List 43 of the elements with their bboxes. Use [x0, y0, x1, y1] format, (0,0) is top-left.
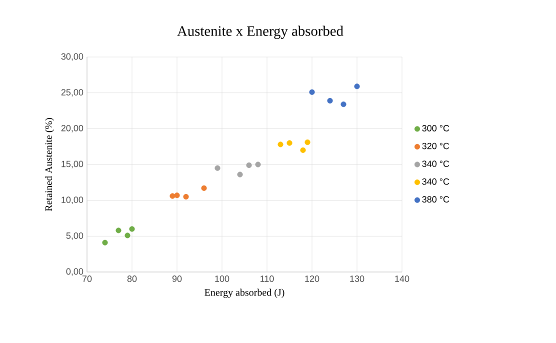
- point: [304, 139, 310, 146]
- point: [214, 165, 220, 171]
- point: [102, 240, 108, 246]
- legend-label: 380 °C: [422, 196, 450, 203]
- y-tick-label: 25,00: [61, 89, 84, 97]
- legend-label: 340 °C: [422, 160, 450, 167]
- y-tick-label: 30,00: [61, 53, 84, 61]
- point: [124, 232, 130, 238]
- point: [237, 172, 243, 178]
- x-tick-label: 120: [305, 276, 320, 282]
- x-tick-label: 130: [350, 276, 364, 282]
- point: [327, 98, 333, 104]
- point: [183, 194, 189, 200]
- x-tick-label: 140: [395, 276, 410, 282]
- point: [129, 226, 135, 232]
- point: [300, 147, 306, 153]
- x-tick-label: 70: [82, 276, 92, 282]
- point: [174, 192, 180, 198]
- y-tick-label: 10,00: [62, 196, 84, 204]
- x-tick-label: 100: [215, 276, 230, 282]
- y-tick-label: 0,00: [66, 268, 84, 276]
- x-tick-label: 90: [172, 276, 182, 282]
- y-axis-title: Retained Austenite (%): [45, 118, 54, 212]
- legend-label: 320 °C: [422, 142, 450, 150]
- x-tick-label: 110: [260, 276, 274, 282]
- point: [340, 102, 346, 108]
- y-tick-label: 15,00: [62, 160, 84, 168]
- point: [255, 162, 261, 168]
- x-axis-title: Energy absorbed (J): [204, 288, 284, 298]
- point: [286, 140, 292, 146]
- point: [354, 84, 360, 90]
- point: [201, 185, 207, 191]
- y-tick-label: 5,00: [66, 232, 84, 240]
- point: [278, 142, 284, 148]
- point: [309, 89, 315, 95]
- legend-label: 300 °C: [422, 125, 450, 132]
- point: [170, 193, 176, 199]
- point: [116, 228, 122, 234]
- y-tick-label: 20,00: [61, 124, 84, 132]
- point: [246, 162, 252, 168]
- legend-label: 340 °C: [422, 178, 450, 185]
- chart-title: Austenite x Energy absorbed: [177, 26, 344, 39]
- x-tick-label: 80: [127, 276, 137, 282]
